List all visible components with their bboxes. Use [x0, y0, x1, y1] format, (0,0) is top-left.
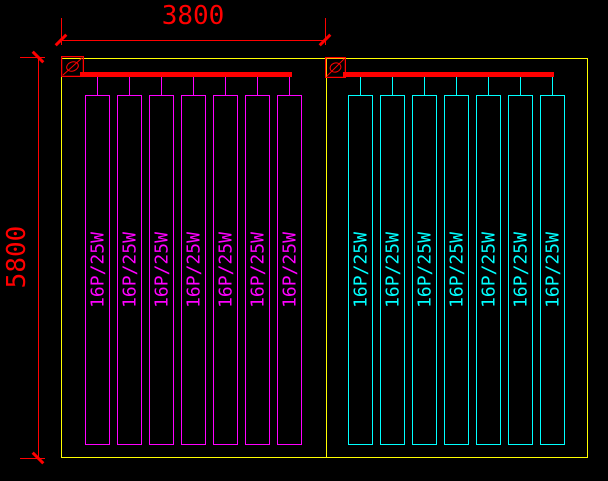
panel-label: 16P/25W — [510, 232, 531, 308]
circle-slash-icon — [325, 57, 346, 78]
panel[interactable]: 16P/25W — [380, 95, 405, 445]
panel-label: 16P/25W — [350, 232, 371, 308]
panel-label: 16P/25W — [247, 232, 268, 308]
extension-line — [325, 18, 326, 45]
extension-line — [61, 18, 62, 45]
feeder-drop-line — [225, 77, 226, 95]
feeder-drop-line — [456, 77, 457, 95]
distribution-box-symbol-right[interactable] — [325, 57, 346, 78]
dimension-line — [61, 40, 325, 41]
panel[interactable]: 16P/25W — [181, 95, 206, 445]
feeder-drop-line — [193, 77, 194, 95]
panel-label: 16P/25W — [446, 232, 467, 308]
feeder-drop-line — [360, 77, 361, 95]
feeder-drop-line — [257, 77, 258, 95]
panel-label: 16P/25W — [183, 232, 204, 308]
feeder-drop-line — [289, 77, 290, 95]
panel[interactable]: 16P/25W — [213, 95, 238, 445]
panel-label: 16P/25W — [542, 232, 563, 308]
panel[interactable]: 16P/25W — [245, 95, 270, 445]
panel[interactable]: 16P/25W — [149, 95, 174, 445]
panel[interactable]: 16P/25W — [412, 95, 437, 445]
enclosure-border — [61, 58, 588, 458]
panel-label: 16P/25W — [87, 232, 108, 308]
panel-label: 16P/25W — [478, 232, 499, 308]
feeder-drop-line — [392, 77, 393, 95]
dimension-width-label: 3800 — [161, 1, 225, 31]
panel-label: 16P/25W — [279, 232, 300, 308]
feeder-drop-line — [520, 77, 521, 95]
dimension-height-label: 5800 — [2, 225, 32, 289]
dimension-line — [38, 57, 39, 458]
panel-label: 16P/25W — [382, 232, 403, 308]
panel-label: 16P/25W — [119, 232, 140, 308]
feeder-drop-line — [161, 77, 162, 95]
panel[interactable]: 16P/25W — [444, 95, 469, 445]
circle-slash-icon — [61, 56, 84, 77]
panel[interactable]: 16P/25W — [277, 95, 302, 445]
feeder-drop-line — [97, 77, 98, 95]
feeder-drop-line — [552, 77, 553, 95]
feeder-drop-line — [488, 77, 489, 95]
panel[interactable]: 16P/25W — [85, 95, 110, 445]
feeder-drop-line — [129, 77, 130, 95]
panel[interactable]: 16P/25W — [348, 95, 373, 445]
panel[interactable]: 16P/25W — [476, 95, 501, 445]
extension-line — [20, 57, 45, 58]
panel-label: 16P/25W — [215, 232, 236, 308]
feeder-drop-line — [424, 77, 425, 95]
panel[interactable]: 16P/25W — [508, 95, 533, 445]
panel[interactable]: 16P/25W — [117, 95, 142, 445]
bay-divider-line — [326, 58, 327, 458]
panel-label: 16P/25W — [151, 232, 172, 308]
panel-label: 16P/25W — [414, 232, 435, 308]
busbar-left[interactable] — [80, 72, 292, 77]
panel[interactable]: 16P/25W — [540, 95, 565, 445]
distribution-box-symbol-left[interactable] — [61, 56, 84, 77]
extension-line — [20, 458, 45, 459]
busbar-right[interactable] — [343, 72, 554, 77]
